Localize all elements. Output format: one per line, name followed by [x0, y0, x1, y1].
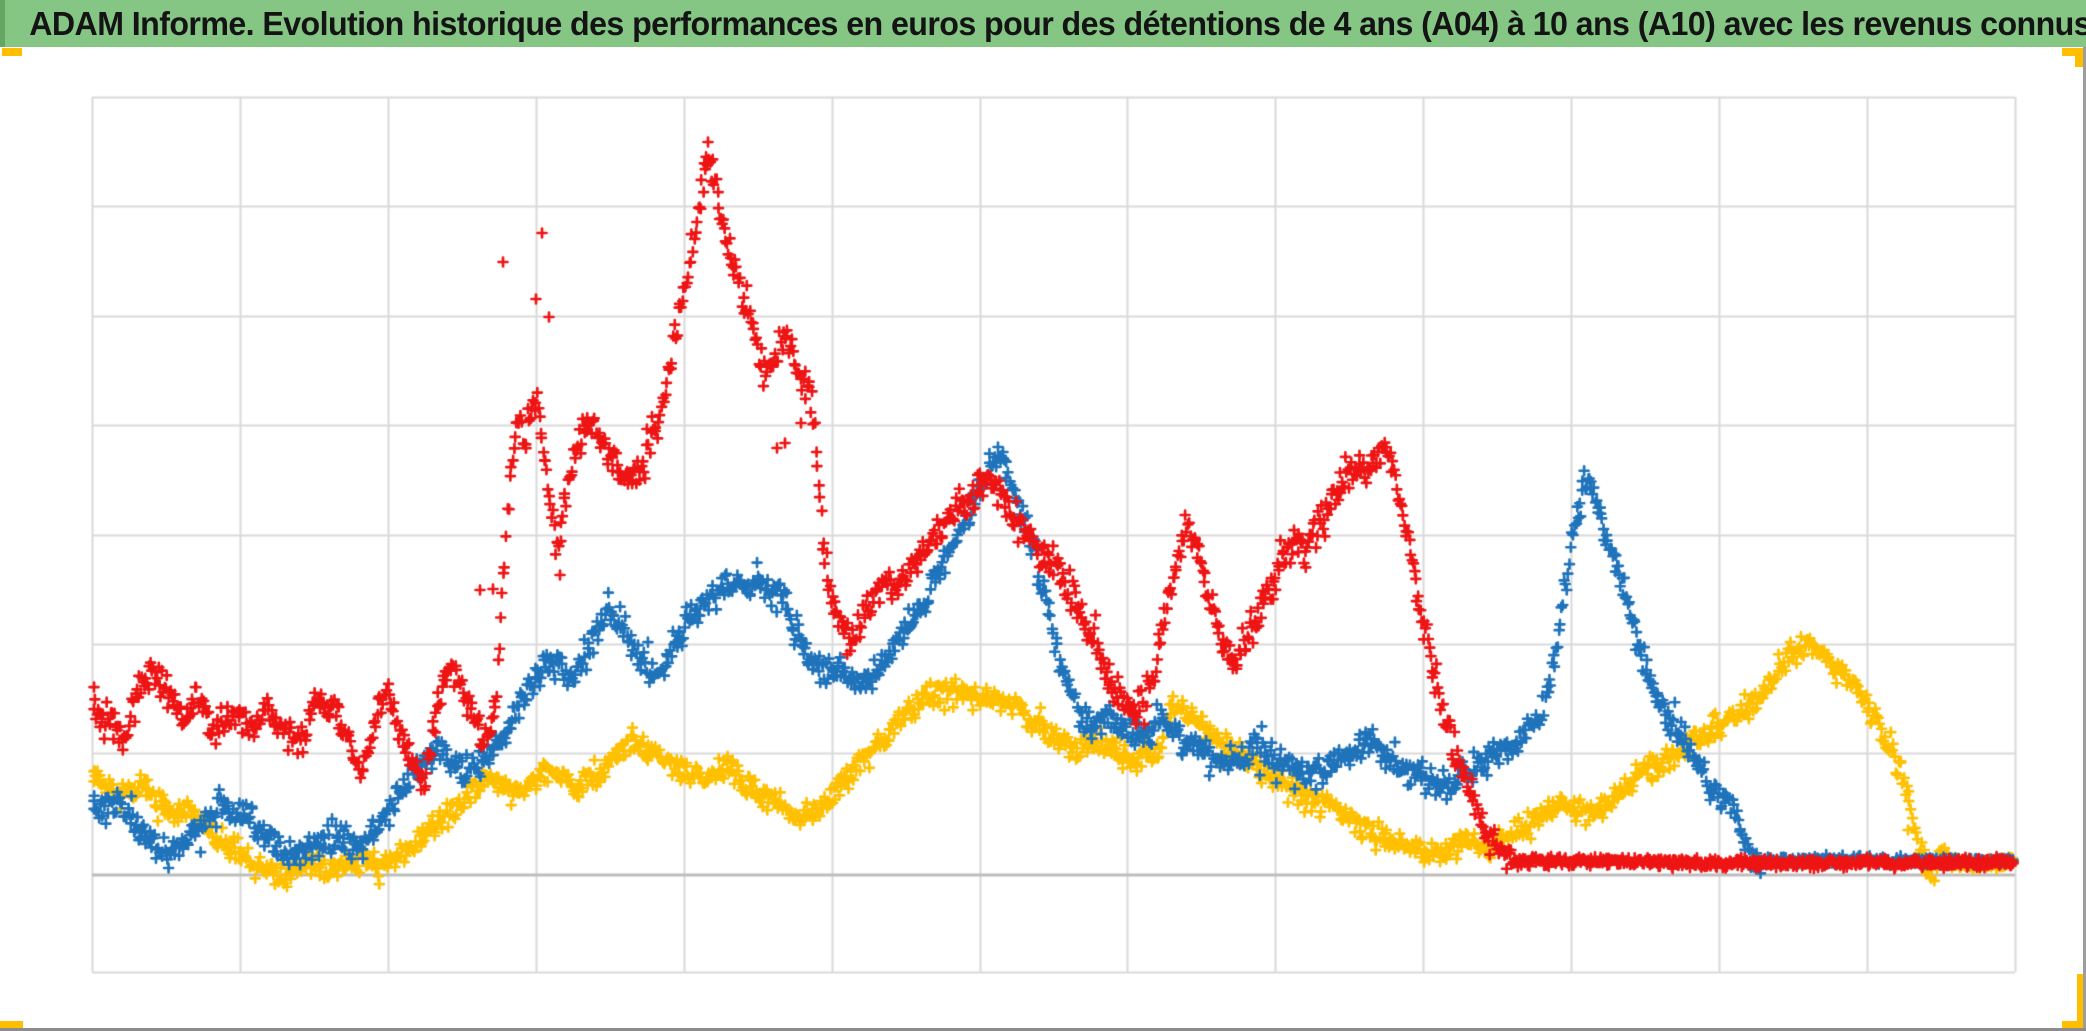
corner-marker-bottom-right-horizontal [2062, 1021, 2086, 1030]
title-bar-left-edge [0, 0, 5, 47]
page-title: ADAM Informe. Evolution historique des p… [29, 4, 2086, 42]
corner-marker-top-right-horizontal [2062, 48, 2083, 56]
performance-scatter-chart-canvas [0, 47, 2086, 1031]
right-edge-divider [2083, 47, 2086, 1028]
corner-marker-bottom-right-vertical [2077, 974, 2085, 1024]
title-bar: ADAM Informe. Evolution historique des p… [0, 0, 2086, 47]
corner-marker-top-left [2, 48, 22, 56]
bottom-divider [0, 1028, 2086, 1031]
corner-marker-top-right-vertical [2075, 48, 2083, 67]
corner-marker-bottom-left [0, 1021, 23, 1030]
